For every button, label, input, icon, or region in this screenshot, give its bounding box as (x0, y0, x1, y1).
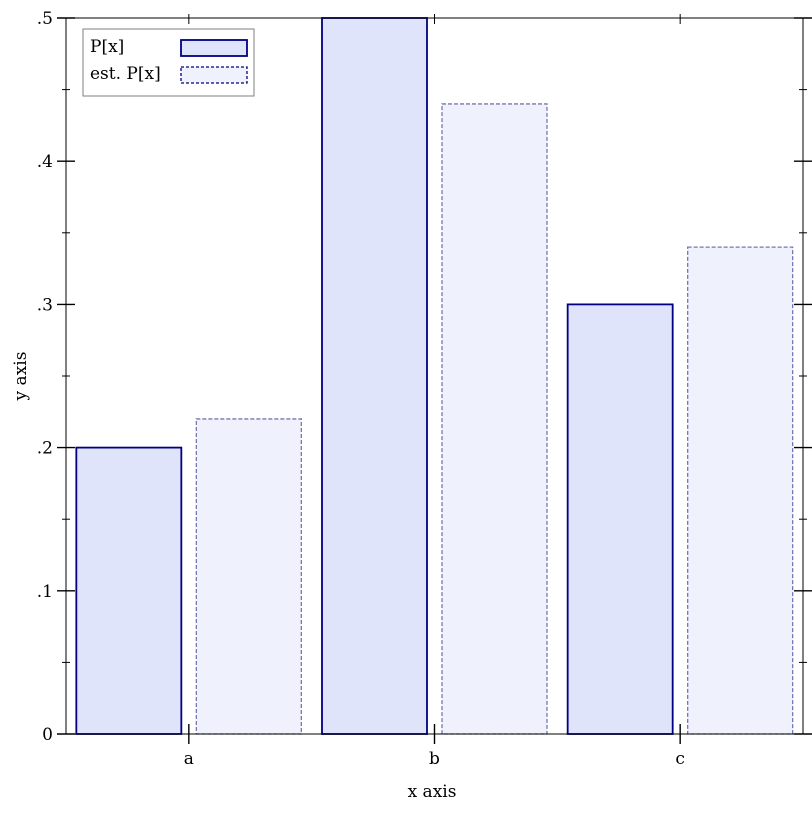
bar-a-series-1 (75, 446, 183, 735)
y-tick-label: .5 (37, 9, 53, 29)
axes-group: 0 .1 .2 .3 .4 .5 a b c (37, 9, 812, 769)
y-tick-label: .4 (37, 152, 53, 172)
legend-swatch-2 (180, 66, 248, 84)
legend-swatch-1 (180, 39, 248, 57)
bar-b-series-2 (441, 103, 548, 735)
bar-a-series-2 (195, 418, 302, 735)
y-tick-label: .1 (37, 582, 53, 602)
bar-c-series-2 (687, 246, 794, 735)
x-tick-label-c: c (675, 749, 685, 769)
y-tick-label: 0 (42, 725, 53, 745)
bar-b-series-1 (321, 17, 428, 735)
x-tick-label-a: a (184, 749, 194, 769)
legend-label-1: P[x] (90, 37, 124, 57)
y-axis-label: y axis (11, 352, 31, 402)
bars-group (75, 17, 794, 735)
legend: P[x] est. P[x] (82, 28, 255, 97)
x-tick-label-b: b (429, 749, 440, 769)
y-tick-label: .3 (37, 295, 53, 315)
bar-c-series-1 (566, 303, 674, 735)
y-tick-label: .2 (37, 439, 53, 459)
x-axis-label: x axis (408, 782, 457, 802)
legend-label-2: est. P[x] (90, 64, 161, 84)
